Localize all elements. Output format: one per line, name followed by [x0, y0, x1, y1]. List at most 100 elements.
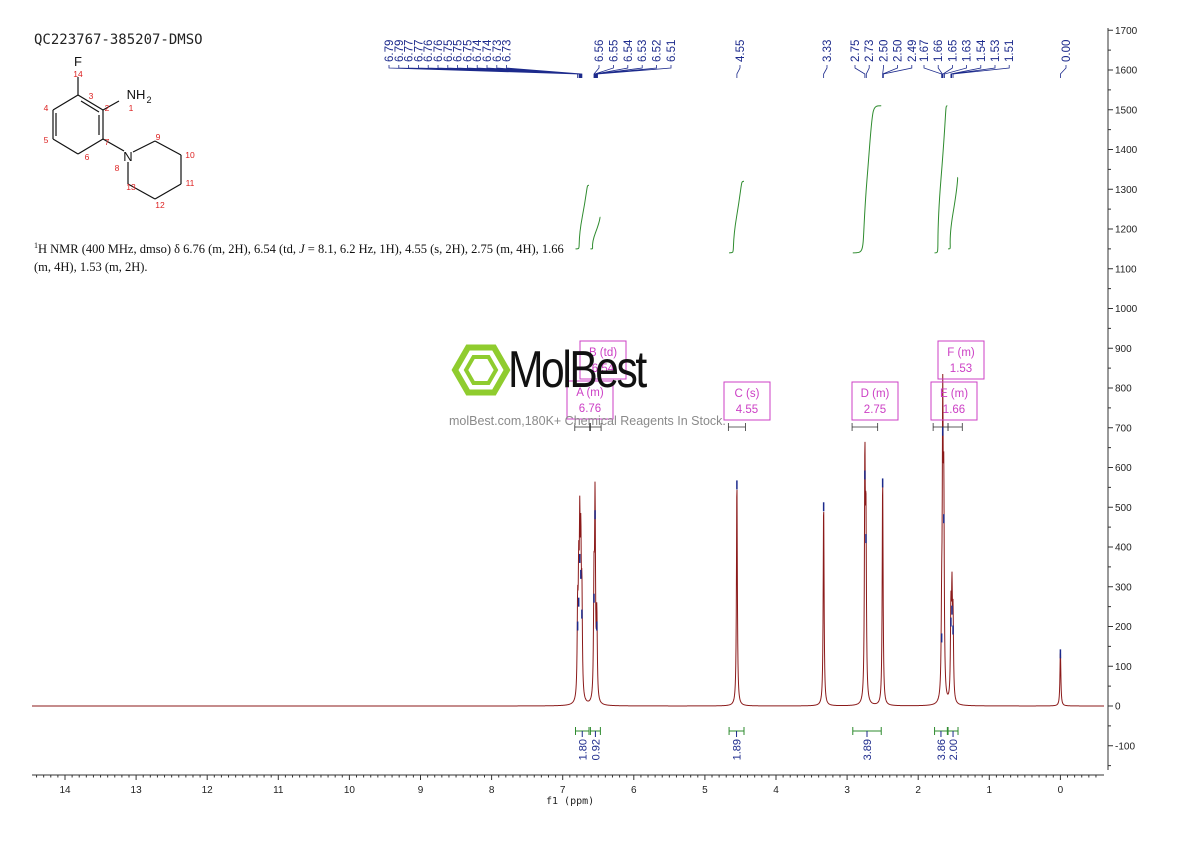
atom-number: 8: [115, 163, 120, 173]
peak-label: 0.00: [1061, 40, 1073, 62]
integral-curve: [590, 216, 601, 250]
multiplet-label: F (m): [947, 347, 975, 359]
peak-label: 6.53: [637, 40, 649, 62]
peak-label: 6.73: [492, 40, 504, 62]
peak-label-leader: [736, 65, 741, 78]
bond: [77, 94, 104, 111]
multiplet-shift: 1.53: [950, 363, 972, 375]
peak-label: 6.76: [433, 40, 445, 62]
bond: [102, 100, 120, 111]
peak-label: 6.77: [413, 40, 425, 62]
peak-label: 6.51: [666, 40, 678, 62]
bond: [52, 138, 79, 155]
peak-label: 1.66: [933, 40, 945, 62]
y-tick-label: 800: [1115, 384, 1132, 395]
x-tick-label: 5: [702, 785, 708, 796]
atom-nh2-subscript: 2: [146, 95, 151, 105]
y-tick-label: 1100: [1115, 264, 1137, 275]
atom-nh2: NH: [127, 87, 146, 102]
atom-number: 2: [105, 103, 110, 113]
y-tick-label: 1500: [1115, 105, 1138, 116]
peak-label: 1.51: [1004, 40, 1016, 62]
x-tick-label: 1: [987, 785, 993, 796]
y-tick-label: 1000: [1115, 304, 1138, 315]
integral-value: 1.80: [577, 739, 589, 760]
atom-number: 5: [44, 135, 49, 145]
bond: [154, 140, 182, 156]
integral-curve: [852, 105, 882, 254]
atom-number: 13: [126, 182, 136, 192]
atom-number: 4: [44, 103, 49, 113]
x-tick-label: 8: [489, 785, 495, 796]
integral-curve: [729, 180, 745, 254]
peak-label: 3.33: [822, 40, 834, 62]
bond: [132, 140, 156, 153]
multiplet-shift: 1.66: [943, 404, 965, 416]
peak-label: 6.77: [404, 40, 416, 62]
x-tick-label: 12: [202, 785, 214, 796]
y-tick-label: 400: [1115, 543, 1132, 554]
peak-label: 6.75: [453, 40, 465, 62]
molbest-logo-icon: [451, 344, 511, 396]
peak-label: 6.55: [608, 40, 620, 62]
multiplet-box: [851, 381, 899, 421]
bond: [154, 183, 182, 200]
y-tick-label: 1700: [1115, 26, 1138, 37]
peak-label-leader: [388, 65, 583, 78]
peak-label: 6.74: [482, 39, 494, 62]
coupling-symbol: J: [299, 242, 305, 257]
integral-value: 1.89: [732, 739, 744, 760]
sample-id: QC223767-385207-DMSO: [34, 32, 203, 48]
x-tick-label: 0: [1058, 785, 1064, 796]
y-tick-label: 1200: [1115, 225, 1138, 236]
peak-label-leader: [923, 65, 1010, 78]
y-tick-label: 500: [1115, 503, 1132, 514]
atom-n: N: [123, 149, 132, 164]
watermark-caption: molBest.com,180K+ Chemical Reagents In S…: [449, 414, 726, 428]
integral-curves: [575, 105, 959, 254]
multiplet-label: B (td): [589, 347, 617, 359]
spectrum-line: [32, 373, 1104, 707]
x-axis-label: f1 (ppm): [546, 796, 595, 807]
x-tick-label: 13: [131, 785, 143, 796]
peak-label: 6.79: [384, 40, 396, 62]
multiplet-label: D (m): [861, 388, 890, 400]
peak-label-leader: [1060, 65, 1067, 78]
x-tick-label: 6: [631, 785, 637, 796]
atom-number: 9: [156, 132, 161, 142]
y-axis: 1700160015001400130012001100100090080070…: [1107, 26, 1138, 770]
x-tick-label: 11: [273, 785, 284, 796]
y-tick-label: 1400: [1115, 145, 1138, 156]
peak-label: 2.73: [864, 40, 876, 62]
bond: [80, 100, 100, 113]
peak-label: 6.74: [472, 39, 484, 62]
multiplet-shift: 2.75: [864, 404, 886, 416]
multiplet-shift: 6.76: [579, 403, 601, 415]
multiplet-label: A (m): [576, 387, 604, 399]
peak-label: 6.75: [462, 40, 474, 62]
integral-curve: [934, 105, 948, 254]
peak-label: 1.65: [947, 40, 959, 62]
description-part-3: (m, 4H), 1.53 (m, 2H).: [34, 260, 148, 275]
integral-value: 3.86: [936, 739, 948, 760]
bond: [102, 138, 125, 152]
multiplet-shift: 4.55: [736, 404, 758, 416]
peak-label: 2.50: [893, 40, 905, 62]
atom-number: 7: [105, 137, 110, 147]
integral-curve: [575, 184, 590, 250]
peak-label: 1.53: [990, 40, 1002, 62]
multiplet-boxes: A (m) 6.76 B (td) 6.54 C (s) 4.55 D (m) 2.75 E (…: [566, 340, 985, 431]
multiplet-box: [937, 340, 985, 380]
atom-number: 1: [129, 103, 134, 113]
multiplet-label: E (m): [940, 388, 968, 400]
x-tick-label: 10: [344, 785, 356, 796]
peak-label: 1.63: [962, 40, 974, 62]
spectrum-trace: [32, 373, 1104, 707]
y-tick-label: 900: [1115, 344, 1132, 355]
peak-label: 6.52: [652, 40, 664, 62]
logo-hexagon-inner: [463, 355, 499, 385]
y-tick-label: 700: [1115, 423, 1132, 434]
peak-label: 1.67: [919, 40, 931, 62]
x-axis: 14 13 12 11 10 9 8 7 6 5 4 3 2 1 0: [32, 774, 1104, 796]
